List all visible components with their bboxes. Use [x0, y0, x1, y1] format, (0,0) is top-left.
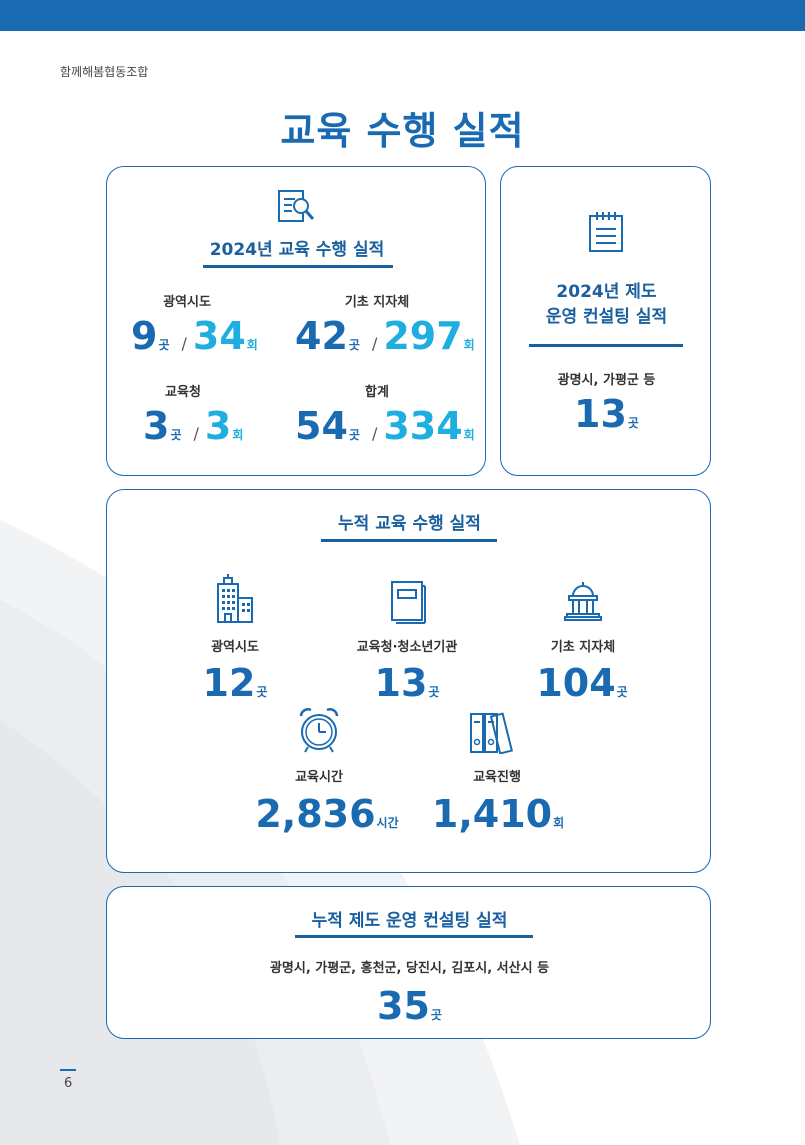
sessions-unit: 회 [232, 428, 244, 442]
places-unit: 곳 [348, 338, 360, 352]
sessions-value: 297 [383, 314, 463, 358]
card-2024-consulting: 2024년 제도 운영 컨설팅 실적 광명시, 가평군 등 13곳 [500, 166, 711, 476]
title-underline [295, 935, 533, 938]
organization-name: 함께해봄협동조합 [60, 65, 149, 79]
places-value: 54 [295, 404, 348, 448]
sessions-value: 3 [204, 404, 232, 448]
card-title-line2: 운영 컨설팅 실적 [545, 307, 668, 327]
card-title: 누적 제도 운영 컨설팅 실적 [311, 911, 508, 931]
title-underline [321, 539, 497, 542]
places-value: 42 [295, 314, 348, 358]
office-buildings-icon [215, 574, 255, 624]
consulting-value: 35곳 [107, 987, 712, 1025]
places-value: 9 [131, 314, 158, 358]
metric-value: 42곳 / 297회 [295, 317, 475, 355]
metric-label: 기초 지자체 [344, 295, 410, 310]
count-value: 13 [374, 661, 428, 705]
metric-label: 광역시도 [163, 295, 211, 310]
card-cumulative-education: 누적 교육 수행 실적 광역시도 12곳 [106, 489, 711, 873]
count-unit: 곳 [616, 685, 628, 699]
card-2024-education: 2024년 교육 수행 실적 광역시도 9곳/34회 기초 지자체 42곳/29… [106, 166, 486, 476]
item-value: 12곳 [165, 664, 305, 702]
top-header-bar [0, 0, 805, 31]
count-unit: 곳 [430, 1008, 442, 1022]
separator: / [371, 334, 378, 353]
sessions-unit: 회 [463, 338, 475, 352]
item-label: 기초 지자체 [550, 640, 616, 655]
sessions-value: 34 [192, 314, 246, 358]
alarm-clock-icon [297, 706, 341, 754]
item-label: 교육청·청소년기관 [356, 640, 458, 655]
count-unit: 곳 [627, 416, 639, 430]
notepad-icon [587, 211, 625, 253]
consulting-value: 13곳 [501, 395, 712, 433]
places-unit: 곳 [158, 338, 170, 352]
separator: / [371, 424, 378, 443]
page-number: 6 [64, 1076, 73, 1091]
title-underline [203, 265, 393, 268]
card-cumulative-consulting: 누적 제도 운영 컨설팅 실적 광명시, 가평군, 홍천군, 당진시, 김포시,… [106, 886, 711, 1039]
count-value: 35 [377, 984, 430, 1028]
title-underline [529, 344, 683, 347]
metric-value: 3곳/3회 [143, 407, 243, 445]
item-value: 104곳 [507, 664, 657, 702]
consulting-label: 광명시, 가평군 등 [557, 373, 656, 388]
book-icon [389, 580, 427, 624]
count-value: 1,410 [431, 792, 553, 836]
item-value: 13곳 [337, 664, 477, 702]
count-value: 2,836 [255, 792, 376, 836]
separator: / [181, 334, 187, 353]
consulting-label: 광명시, 가평군, 홍천군, 당진시, 김포시, 서산시 등 [269, 961, 550, 976]
metric-value: 9곳 / 34회 [131, 317, 258, 355]
metric-label: 교육청 [165, 385, 201, 400]
item-value: 2,836시간 [227, 795, 427, 833]
count-unit: 회 [553, 816, 565, 830]
count-value: 12 [202, 661, 256, 705]
document-search-icon [277, 189, 317, 225]
card-title: 누적 교육 수행 실적 [338, 514, 481, 534]
metric-value: 54곳 / 334회 [295, 407, 475, 445]
government-building-icon [563, 582, 603, 622]
card-title-line1: 2024년 제도 [556, 282, 657, 302]
separator: / [193, 424, 199, 443]
item-label: 교육시간 [295, 770, 343, 785]
places-unit: 곳 [170, 428, 182, 442]
count-value: 104 [536, 661, 616, 705]
places-value: 3 [143, 404, 170, 448]
item-label: 교육진행 [473, 770, 521, 785]
item-label: 광역시도 [211, 640, 259, 655]
places-unit: 곳 [348, 428, 360, 442]
metric-label: 합계 [365, 385, 389, 400]
count-unit: 곳 [256, 685, 268, 699]
count-value: 13 [574, 392, 627, 436]
binders-icon [469, 710, 523, 754]
item-value: 1,410회 [403, 795, 593, 833]
sessions-value: 334 [383, 404, 463, 448]
card-title: 2024년 교육 수행 실적 [209, 240, 385, 260]
page-title: 교육 수행 실적 [280, 109, 525, 153]
sessions-unit: 회 [246, 338, 258, 352]
sessions-unit: 회 [463, 428, 475, 442]
count-unit: 시간 [376, 816, 399, 830]
count-unit: 곳 [428, 685, 440, 699]
page-number-mark [60, 1069, 76, 1071]
